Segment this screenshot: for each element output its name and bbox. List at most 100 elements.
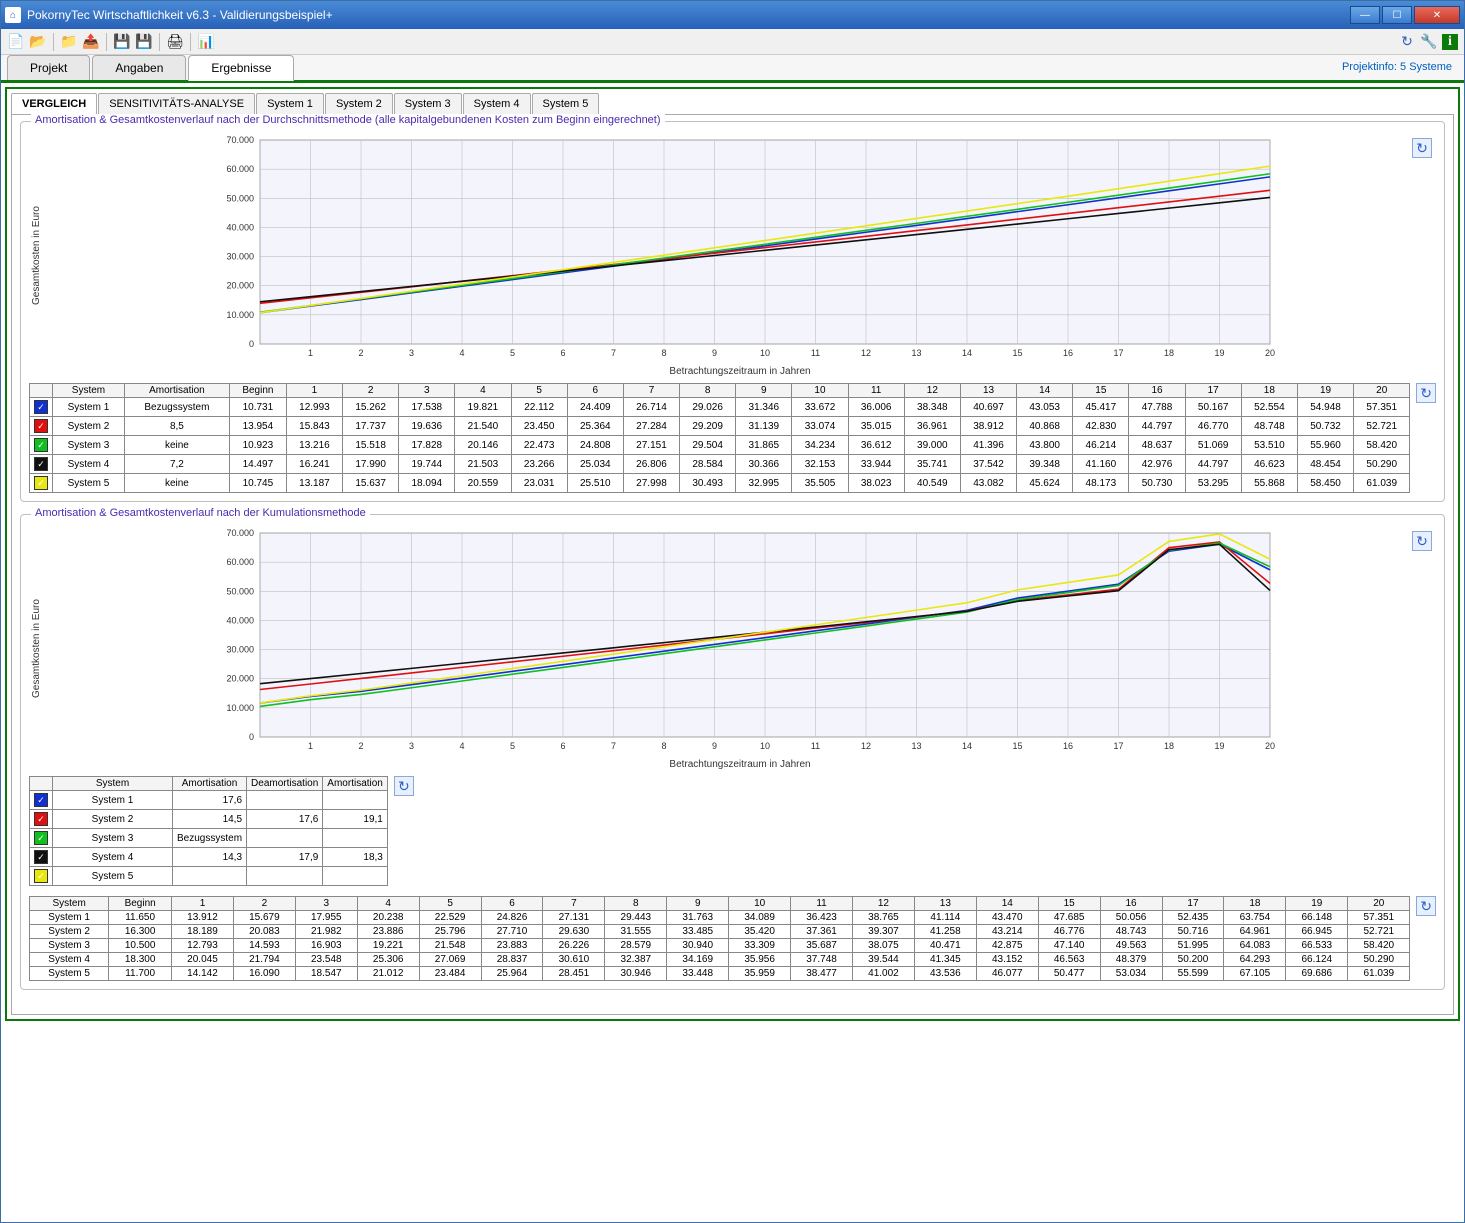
x-axis-label: Betrachtungszeitraum in Jahren <box>44 366 1436 377</box>
svg-text:6: 6 <box>560 348 565 358</box>
svg-text:10: 10 <box>760 348 770 358</box>
main-tab-angaben[interactable]: Angaben <box>92 55 186 80</box>
sub-tab[interactable]: System 5 <box>532 93 600 114</box>
y-axis-label: Gesamtkosten in Euro <box>29 134 44 377</box>
svg-text:14: 14 <box>962 348 972 358</box>
table-durchschnitt: SystemAmortisationBeginn1234567891011121… <box>29 383 1410 493</box>
chart-refresh-button[interactable]: ↻ <box>1412 531 1432 551</box>
folder-out-icon[interactable]: 📤 <box>82 33 100 51</box>
svg-text:5: 5 <box>510 741 515 751</box>
svg-text:70.000: 70.000 <box>226 135 254 145</box>
x-axis-label: Betrachtungszeitraum in Jahren <box>44 759 1436 770</box>
section-durchschnitt: Amortisation & Gesamtkostenverlauf nach … <box>20 121 1445 502</box>
svg-text:50.000: 50.000 <box>226 586 254 596</box>
chart-durchschnitt: 010.00020.00030.00040.00050.00060.00070.… <box>44 134 1436 364</box>
main-window: ⌂ PokornyTec Wirtschaftlichkeit v6.3 - V… <box>0 0 1465 1223</box>
svg-text:4: 4 <box>459 741 464 751</box>
new-icon[interactable]: 📄 <box>7 33 25 51</box>
svg-text:20.000: 20.000 <box>226 281 254 291</box>
table-refresh-button[interactable]: ↻ <box>1416 383 1436 403</box>
y-axis-label: Gesamtkosten in Euro <box>29 527 44 770</box>
table-refresh-button[interactable]: ↻ <box>1416 896 1436 916</box>
svg-text:9: 9 <box>712 348 717 358</box>
sub-tab[interactable]: VERGLEICH <box>11 93 97 114</box>
toolbar: 📄 📂 📁 📤 💾 💾 🖨 📊 ↻ 🔧 i <box>1 29 1464 55</box>
svg-text:4: 4 <box>459 348 464 358</box>
svg-text:30.000: 30.000 <box>226 645 254 655</box>
export-icon[interactable]: 📊 <box>197 33 215 51</box>
save-icon[interactable]: 💾 <box>113 33 131 51</box>
svg-text:18: 18 <box>1164 348 1174 358</box>
svg-text:11: 11 <box>811 741 820 751</box>
svg-text:19: 19 <box>1214 741 1224 751</box>
svg-text:18: 18 <box>1164 741 1174 751</box>
svg-text:13: 13 <box>911 741 921 751</box>
close-button[interactable]: ✕ <box>1414 6 1460 24</box>
svg-text:2: 2 <box>358 348 363 358</box>
svg-text:17: 17 <box>1113 348 1123 358</box>
svg-text:5: 5 <box>510 348 515 358</box>
svg-text:7: 7 <box>611 348 616 358</box>
table-refresh-button[interactable]: ↻ <box>394 776 414 796</box>
svg-text:15: 15 <box>1012 348 1022 358</box>
svg-text:17: 17 <box>1113 741 1123 751</box>
svg-text:14: 14 <box>962 741 972 751</box>
svg-text:20.000: 20.000 <box>226 674 254 684</box>
svg-text:10.000: 10.000 <box>226 703 254 713</box>
settings-icon[interactable]: 🔧 <box>1420 33 1438 51</box>
svg-text:1: 1 <box>308 348 313 358</box>
minimize-button[interactable]: — <box>1350 6 1380 24</box>
svg-text:12: 12 <box>861 741 871 751</box>
svg-text:20: 20 <box>1265 741 1275 751</box>
svg-text:3: 3 <box>409 348 414 358</box>
svg-text:40.000: 40.000 <box>226 222 254 232</box>
svg-text:60.000: 60.000 <box>226 164 254 174</box>
info-icon[interactable]: i <box>1442 34 1458 50</box>
svg-text:10.000: 10.000 <box>226 310 254 320</box>
main-tab-projekt[interactable]: Projekt <box>7 55 90 80</box>
chart-refresh-button[interactable]: ↻ <box>1412 138 1432 158</box>
sub-tab-bar: VERGLEICHSENSITIVITÄTS-ANALYSESystem 1Sy… <box>11 93 1454 115</box>
section-kumulation: Amortisation & Gesamtkostenverlauf nach … <box>20 514 1445 990</box>
svg-text:8: 8 <box>661 741 666 751</box>
svg-text:9: 9 <box>712 741 717 751</box>
window-title: PokornyTec Wirtschaftlichkeit v6.3 - Val… <box>27 8 1350 22</box>
svg-text:3: 3 <box>409 741 414 751</box>
open-icon[interactable]: 📂 <box>29 33 47 51</box>
sub-tab[interactable]: System 4 <box>463 93 531 114</box>
sub-tab[interactable]: System 2 <box>325 93 393 114</box>
svg-text:2: 2 <box>358 741 363 751</box>
print-icon[interactable]: 🖨 <box>166 33 184 51</box>
app-icon: ⌂ <box>5 7 21 23</box>
svg-text:6: 6 <box>560 741 565 751</box>
svg-text:50.000: 50.000 <box>226 193 254 203</box>
svg-text:20: 20 <box>1265 348 1275 358</box>
svg-text:16: 16 <box>1063 741 1073 751</box>
svg-text:19: 19 <box>1214 348 1224 358</box>
section-title: Amortisation & Gesamtkostenverlauf nach … <box>31 114 665 126</box>
svg-text:40.000: 40.000 <box>226 615 254 625</box>
svg-text:16: 16 <box>1063 348 1073 358</box>
refresh-icon[interactable]: ↻ <box>1398 33 1416 51</box>
main-tab-ergebnisse[interactable]: Ergebnisse <box>188 55 294 81</box>
svg-text:1: 1 <box>308 741 313 751</box>
sub-tab[interactable]: SENSITIVITÄTS-ANALYSE <box>98 93 255 114</box>
svg-text:15: 15 <box>1012 741 1022 751</box>
folder-in-icon[interactable]: 📁 <box>60 33 78 51</box>
svg-text:70.000: 70.000 <box>226 528 254 538</box>
table-amortisation: SystemAmortisationDeamortisationAmortisa… <box>29 776 388 886</box>
chart-kumulation: 010.00020.00030.00040.00050.00060.00070.… <box>44 527 1436 757</box>
svg-text:12: 12 <box>861 348 871 358</box>
svg-text:7: 7 <box>611 741 616 751</box>
svg-text:60.000: 60.000 <box>226 557 254 567</box>
svg-text:10: 10 <box>760 741 770 751</box>
svg-text:13: 13 <box>911 348 921 358</box>
save-as-icon[interactable]: 💾 <box>135 33 153 51</box>
svg-text:8: 8 <box>661 348 666 358</box>
sub-tab[interactable]: System 3 <box>394 93 462 114</box>
maximize-button[interactable]: ☐ <box>1382 6 1412 24</box>
section-title: Amortisation & Gesamtkostenverlauf nach … <box>31 507 370 519</box>
svg-text:0: 0 <box>249 339 254 349</box>
sub-tab[interactable]: System 1 <box>256 93 324 114</box>
project-info: Projektinfo: 5 Systeme <box>1342 61 1452 73</box>
